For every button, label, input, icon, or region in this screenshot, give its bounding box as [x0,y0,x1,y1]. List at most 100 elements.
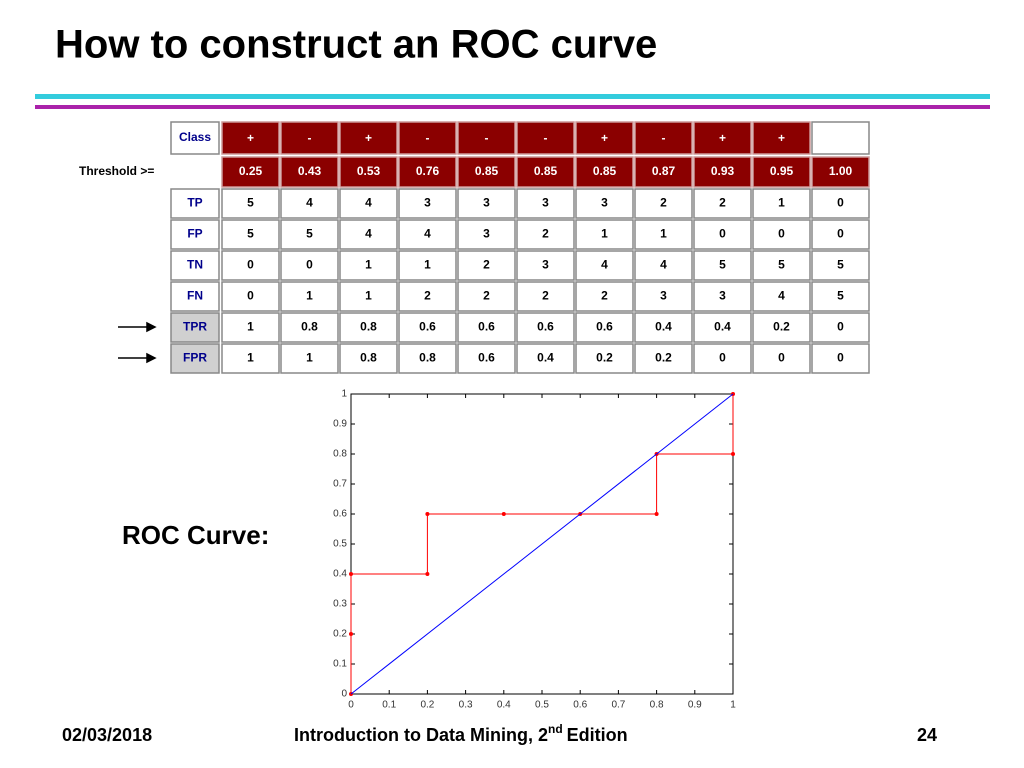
x-tick-label: 0.1 [382,700,396,711]
threshold-label: Threshold >= [79,164,154,178]
row-value: 0.6 [419,320,436,334]
table-cell [575,188,634,219]
table-cell [339,219,398,250]
row-value: 1 [247,320,254,334]
row-value: 0.4 [537,351,554,365]
class-value: - [662,131,666,145]
row-value: 5 [719,258,726,272]
table-cell [339,343,398,374]
row-value: 4 [306,196,313,210]
row-value: 2 [483,258,490,272]
table-cell [693,250,752,281]
row-value: 0.8 [360,351,377,365]
table-cell [811,281,870,312]
table-cell [752,156,811,188]
row-value: 5 [306,227,313,241]
table-cell [752,281,811,312]
y-tick-label: 0.9 [333,419,347,430]
row-label: TPR [183,320,207,334]
table-cell [457,156,516,188]
table-cell [221,188,280,219]
table-cell [811,219,870,250]
table-cell [457,188,516,219]
y-tick-label: 0.5 [333,539,347,550]
roc-point [425,572,430,576]
table-cell [575,250,634,281]
x-tick-label: 0.8 [650,700,664,711]
table-cell [339,281,398,312]
table-cell [398,250,457,281]
table-cell [221,121,280,155]
table-cell [634,250,693,281]
table-cell [398,121,457,155]
row-label: FP [187,227,202,241]
slide-title: How to construct an ROC curve [55,23,657,67]
table-cell [457,121,516,155]
row-value: 1 [306,351,313,365]
row-value: 5 [247,227,254,241]
table-cell [575,312,634,343]
row-value: 1 [365,289,372,303]
table-cell [575,219,634,250]
row-value: 3 [424,196,431,210]
x-tick-label: 0.3 [459,700,473,711]
x-tick-label: 0.4 [497,700,511,711]
footer-suffix: nd [548,722,563,736]
row-value: 4 [365,196,372,210]
table-cell [170,281,220,312]
class-value: - [426,131,430,145]
row-value: 0.8 [419,351,436,365]
table-cell [280,156,339,188]
x-tick-label: 1 [730,700,736,711]
table-cell [221,250,280,281]
row-value: 0.2 [655,351,672,365]
table-cell [280,219,339,250]
table-cell [398,343,457,374]
class-value: + [601,131,608,145]
class-value: + [365,131,372,145]
table-cell [516,250,575,281]
row-value: 0.2 [773,320,790,334]
y-tick-label: 0.6 [333,509,347,520]
row-value: 4 [601,258,608,272]
table-cell [339,188,398,219]
table-cell [693,188,752,219]
row-value: 3 [719,289,726,303]
table-cell [634,281,693,312]
y-tick-label: 0.8 [333,449,347,460]
table-cell [339,312,398,343]
y-tick-label: 0 [341,689,347,700]
row-value: 2 [601,289,608,303]
row-value: 2 [424,289,431,303]
y-tick-label: 0.7 [333,479,347,490]
table-cell [280,250,339,281]
table-cell [280,312,339,343]
row-value: 2 [542,227,549,241]
footer-page: 24 [917,725,937,745]
row-value: 0.6 [596,320,613,334]
table-cell [170,188,220,219]
table-cell [516,343,575,374]
table-cell [339,156,398,188]
table-cell [575,343,634,374]
row-value: 0 [306,258,313,272]
class-value: + [778,131,785,145]
row-value: 3 [601,196,608,210]
y-tick-label: 1 [341,389,347,400]
arrows [118,321,157,364]
row-value: 0 [778,227,785,241]
table-cell [693,156,752,188]
roc-point [349,632,353,636]
table-cell [693,121,752,155]
threshold-value: 0.95 [770,164,794,178]
table-cell [575,156,634,188]
table-cell [811,188,870,219]
table-cell [634,188,693,219]
table-cell [634,219,693,250]
table-cell [752,188,811,219]
table-cell [221,312,280,343]
threshold-value: 0.85 [534,164,558,178]
row-value: 0 [837,320,844,334]
y-tick-label: 0.2 [333,629,347,640]
